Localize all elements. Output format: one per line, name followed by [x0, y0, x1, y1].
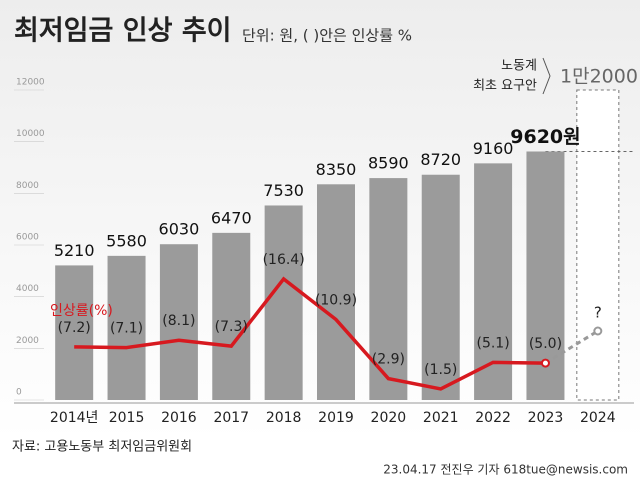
- x-tick-label: 2014년: [50, 410, 99, 426]
- bar: [55, 265, 94, 400]
- y-tick-label: 4000: [16, 284, 39, 294]
- bar-label: 6470: [211, 208, 252, 227]
- bar-label: 9160: [473, 139, 514, 158]
- x-tick-label: 2018: [266, 410, 302, 426]
- demand-line: 노동계: [501, 59, 537, 74]
- demand-line: 최초 요구안: [473, 79, 537, 94]
- bar-label: 7530: [263, 181, 304, 200]
- series-label: 인상률(%): [50, 303, 113, 319]
- x-tick-label: 2015: [109, 410, 145, 426]
- rate-label: (1.5): [424, 362, 457, 378]
- rate-label: (7.1): [110, 321, 143, 337]
- bar: [212, 232, 251, 400]
- x-tick-label: 2024: [580, 410, 616, 426]
- y-tick-label: 6000: [16, 233, 39, 243]
- y-tick-label: 2000: [16, 336, 39, 346]
- x-tick-label: 2020: [371, 410, 407, 426]
- rate-label: (5.1): [476, 335, 509, 351]
- y-tick-label: 10000: [16, 129, 45, 139]
- x-tick-label: 2016: [161, 410, 197, 426]
- rate-label: (5.0): [529, 336, 562, 352]
- bar-label: 5210: [54, 241, 95, 260]
- y-tick-label: 0: [16, 388, 22, 398]
- x-tick-label: 2023: [528, 410, 564, 426]
- source: 자료: 고용노동부 최저임금위원회: [12, 440, 192, 455]
- rate-label: (7.2): [58, 320, 91, 336]
- credit: 23.04.17 전진우 기자 618tue@newsis.com: [383, 463, 628, 477]
- rate-label: (10.9): [315, 293, 357, 309]
- bar: [526, 151, 565, 400]
- rate-point: [540, 358, 550, 368]
- bar: [317, 184, 355, 400]
- rate-label: (16.4): [263, 252, 305, 268]
- bar-label: 8590: [368, 154, 409, 173]
- bar-label: 5580: [106, 231, 147, 250]
- forecast-point: [593, 326, 603, 336]
- rate-label: (2.9): [372, 352, 405, 368]
- brace: [542, 57, 551, 95]
- bar-label: 8350: [316, 160, 357, 179]
- bar: [107, 255, 146, 400]
- y-tick-label: 8000: [16, 181, 39, 191]
- demand-label: 1만2000: [560, 66, 638, 88]
- bar: [421, 174, 460, 400]
- chart-title: 최저임금 인상 추이: [14, 16, 232, 47]
- bar-label: 9620원: [510, 126, 580, 148]
- x-tick-label: 2022: [475, 410, 511, 426]
- bar: [159, 244, 198, 400]
- x-tick-label: 2017: [213, 410, 249, 426]
- x-tick-label: 2019: [318, 410, 354, 426]
- y-tick-label: 12000: [16, 78, 45, 88]
- bar-label: 6030: [159, 220, 200, 239]
- x-tick-label: 2021: [423, 410, 459, 426]
- bar-label: 8720: [420, 150, 461, 169]
- rate-line: [74, 276, 546, 391]
- bar: [474, 163, 513, 400]
- forecast-line: [544, 329, 599, 365]
- chart-subtitle: 단위: 원, ( )안은 인상률 %: [242, 27, 412, 45]
- rate-label: (7.3): [215, 319, 248, 335]
- bar: [264, 205, 303, 400]
- rate-label: (8.1): [162, 313, 195, 329]
- demand-box: [576, 89, 620, 401]
- unknown-label: ?: [594, 304, 602, 322]
